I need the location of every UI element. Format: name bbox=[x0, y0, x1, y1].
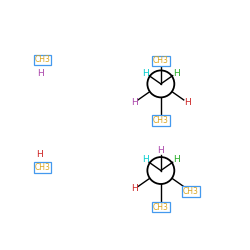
Text: H: H bbox=[184, 98, 190, 107]
Text: H: H bbox=[36, 150, 43, 159]
Text: CH3: CH3 bbox=[153, 116, 169, 125]
Text: H: H bbox=[142, 155, 149, 164]
Text: H: H bbox=[131, 98, 138, 107]
Text: CH3: CH3 bbox=[34, 163, 50, 172]
Text: H: H bbox=[37, 69, 44, 78]
Text: H: H bbox=[173, 155, 180, 164]
Text: H: H bbox=[142, 69, 149, 78]
Text: CH3: CH3 bbox=[34, 55, 50, 64]
Circle shape bbox=[148, 70, 174, 97]
Text: H: H bbox=[173, 69, 180, 78]
Text: CH3: CH3 bbox=[183, 187, 199, 196]
Circle shape bbox=[148, 157, 174, 184]
Text: H: H bbox=[158, 146, 164, 156]
Text: CH3: CH3 bbox=[153, 56, 169, 65]
Text: CH3: CH3 bbox=[153, 202, 169, 211]
Text: H: H bbox=[131, 184, 138, 194]
